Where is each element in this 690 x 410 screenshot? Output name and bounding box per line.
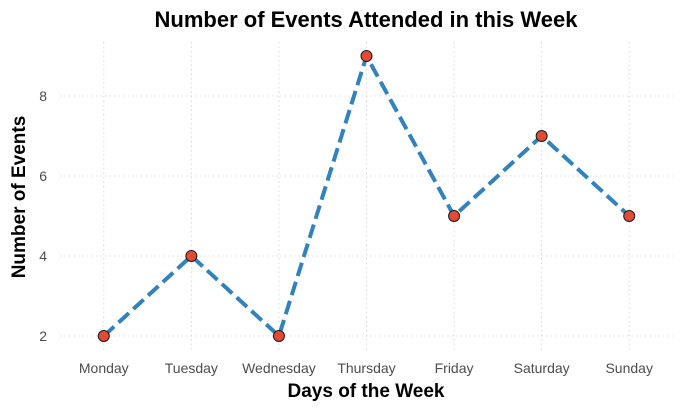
data-point-saturday xyxy=(535,130,548,142)
y-axis-ticks: 2 4 6 8 xyxy=(39,88,47,344)
x-tick-label: Friday xyxy=(435,360,474,376)
x-axis-ticks: Monday Tuesday Wednesday Thursday Friday Satu… xyxy=(79,360,653,376)
y-tick-label: 8 xyxy=(39,88,47,104)
x-axis-title: Days of the Week xyxy=(288,381,445,402)
data-point-sunday xyxy=(623,210,636,222)
chart-title: Number of Events Attended in this Week xyxy=(155,7,579,32)
data-point-wednesday xyxy=(272,330,285,342)
x-tick-label: Thursday xyxy=(337,360,395,376)
data-point-monday xyxy=(97,330,110,342)
grid xyxy=(60,42,673,350)
data-point-thursday xyxy=(360,50,373,62)
y-tick-label: 6 xyxy=(39,168,47,184)
x-tick-label: Sunday xyxy=(605,360,652,376)
x-tick-label: Monday xyxy=(79,360,129,376)
data-point-tuesday xyxy=(185,250,198,262)
x-tick-label: Tuesday xyxy=(165,360,218,376)
y-axis-title: Number of Events xyxy=(9,116,30,279)
x-tick-label: Saturday xyxy=(514,360,570,376)
data-point-friday xyxy=(448,210,461,222)
y-tick-label: 2 xyxy=(39,328,47,344)
series-layer xyxy=(97,50,636,342)
y-tick-label: 4 xyxy=(39,248,47,264)
x-tick-label: Wednesday xyxy=(242,360,316,376)
